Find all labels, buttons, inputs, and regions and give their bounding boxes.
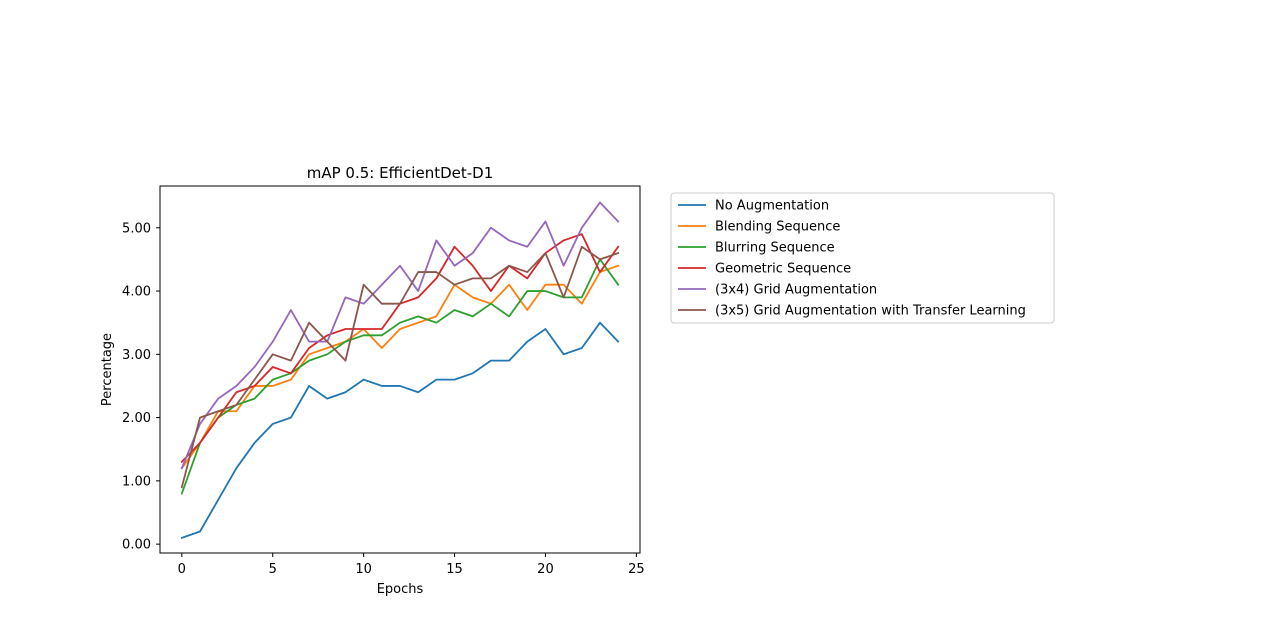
x-axis-ticks: 0 5 10 15 20 25 [178,553,645,577]
legend-frame [670,192,1055,324]
legend-entry-label: (3x4) Grid Augmentation [715,283,877,298]
y-tick-label: 5.00 [122,221,151,236]
x-tick-label: 25 [628,562,645,577]
series-line-4 [180,233,620,464]
y-axis-label: Percentage [100,333,115,406]
y-tick-label: 2.00 [122,411,151,426]
series-line-5 [180,201,620,470]
series-line-3 [180,258,620,495]
legend-entry-label: Geometric Sequence [715,262,851,277]
x-tick-label: 20 [537,562,554,577]
y-tick-label: 3.00 [122,348,151,363]
legend-entry-label: No Augmentation [715,199,829,214]
y-tick-label: 0.00 [122,538,151,553]
x-axis-label: Epochs [377,582,424,597]
x-tick-label: 15 [446,562,463,577]
x-tick-label: 5 [269,562,277,577]
chart-title: mAP 0.5: EfficientDet-D1 [307,164,494,182]
x-tick-label: 0 [178,562,186,577]
y-tick-label: 4.00 [122,285,151,300]
x-tick-label: 10 [355,562,372,577]
plot-frame [159,185,641,554]
series-lines [180,201,620,539]
legend-entry-label: Blurring Sequence [715,241,835,256]
series-line-2 [180,264,620,470]
y-tick-label: 1.00 [122,474,151,489]
legend-entry-label: Blending Sequence [715,220,840,235]
series-line-6 [180,245,620,489]
legend-entry-label: (3x5) Grid Augmentation with Transfer Le… [715,304,1026,319]
legend: No Augmentation Blending Sequence Blurring… [670,192,1055,324]
series-line-1 [180,321,620,539]
y-axis-ticks: 0.00 1.00 2.00 3.00 4.00 5.00 [122,221,160,553]
